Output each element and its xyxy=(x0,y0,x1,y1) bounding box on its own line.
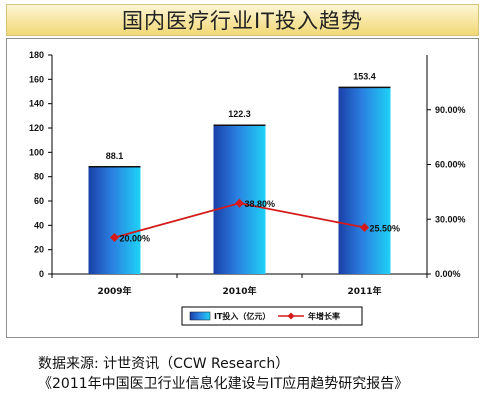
y-right-tick-label: 30.00% xyxy=(435,214,466,224)
growth-value-label: 20.00% xyxy=(120,234,151,244)
y-left-tick-label: 180 xyxy=(29,50,44,60)
legend: IT投入（亿元） 年增长率 xyxy=(181,306,363,326)
growth-marker xyxy=(110,233,119,242)
growth-marker xyxy=(235,198,244,208)
legend-bar-swatch xyxy=(189,311,211,321)
chart-frame: 0 20 40 60 80 100 120 140 160 180 0.00% 30.00% 60.00… xyxy=(6,38,479,338)
legend-line-label: 年增长率 xyxy=(308,311,340,321)
y-right-tick-label: 60.00% xyxy=(435,160,466,170)
y-left-tick-label: 100 xyxy=(29,147,44,157)
chart-title: 国内医疗行业IT投入趋势 xyxy=(121,9,364,33)
labels: 88.1 122.3 153.4 20.00% 38.80% 25.50% xyxy=(106,71,400,243)
source-line-2: 《2011年中国医卫行业信息化建设与IT应用趋势研究报告》 xyxy=(38,376,409,392)
y-left-tick-label: 20 xyxy=(34,245,44,255)
title-bar: 国内医疗行业IT投入趋势 xyxy=(6,4,479,36)
y-left-tick-label: 140 xyxy=(29,99,44,109)
y-left-tick-label: 0 xyxy=(39,269,44,279)
y-left-tick-label: 120 xyxy=(29,123,44,133)
growth-marker xyxy=(360,222,369,232)
y-left-tick-label: 80 xyxy=(34,172,44,182)
legend-line-marker xyxy=(287,312,295,320)
y-left-tick-label: 40 xyxy=(34,220,44,230)
bar-value-label: 88.1 xyxy=(106,151,124,161)
bar-value-label: 122.3 xyxy=(228,109,251,119)
chart-svg: 0 20 40 60 80 100 120 140 160 180 0.00% 30.00% 60.00… xyxy=(29,50,466,326)
y-left-tick-label: 160 xyxy=(29,74,44,84)
y-right-tick-label: 90.00% xyxy=(435,105,466,115)
source-line-1: 数据来源: 计世资讯（CCW Research） xyxy=(38,356,290,372)
x-tick-label: 2011年 xyxy=(347,285,381,297)
growth-line xyxy=(110,198,369,242)
x-tick-label: 2009年 xyxy=(97,285,131,297)
legend-bar-label: IT投入（亿元） xyxy=(214,311,270,321)
legend-box xyxy=(181,306,363,326)
y-left-tick-label: 60 xyxy=(34,196,44,206)
x-tick-label: 2010年 xyxy=(222,285,256,297)
bars xyxy=(88,86,391,275)
bar-value-label: 153.4 xyxy=(353,71,376,81)
growth-value-label: 25.50% xyxy=(370,223,401,233)
growth-value-label: 38.80% xyxy=(245,199,276,209)
bar xyxy=(88,166,141,274)
y-right-tick-label: 0.00% xyxy=(435,269,461,279)
bar xyxy=(338,87,391,274)
source-note: 数据来源: 计世资讯（CCW Research） 《2011年中国医卫行业信息化… xyxy=(38,354,408,394)
